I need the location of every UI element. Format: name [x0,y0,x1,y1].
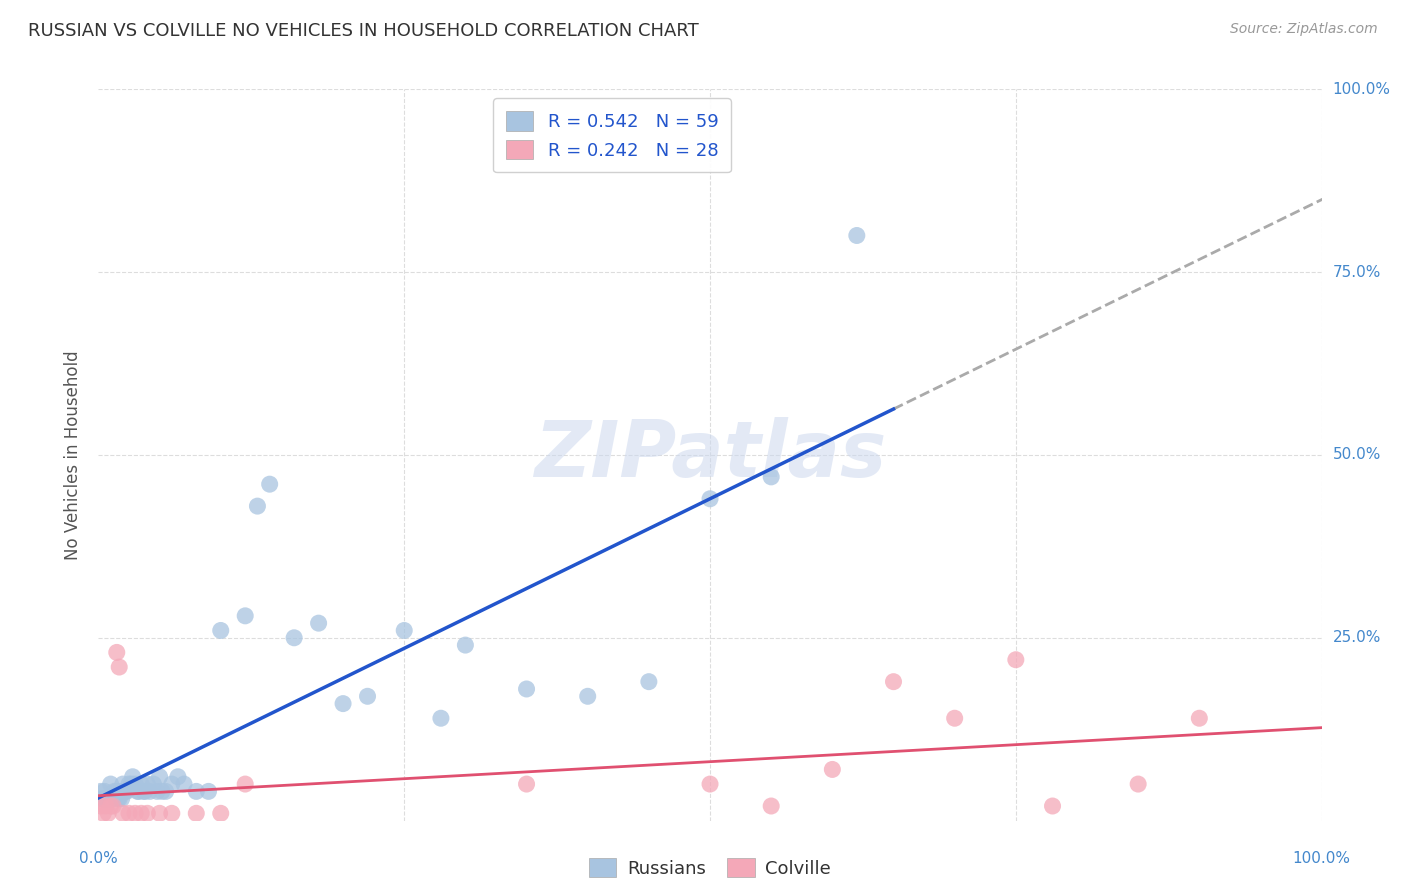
Point [1042,799,1064,814]
Point [93,784,115,798]
Legend: Russians, Colville: Russians, Colville [582,850,838,885]
Point [132,784,155,798]
Point [332,697,354,711]
Point [883,674,905,689]
Point [107,791,129,805]
Point [149,770,172,784]
Point [142,777,165,791]
Point [105,784,128,798]
Point [845,228,868,243]
Point [454,638,477,652]
Point [155,784,177,798]
Y-axis label: No Vehicles in Household: No Vehicles in Household [65,350,83,560]
Text: 100.0%: 100.0% [1292,851,1351,866]
Point [167,770,190,784]
Point [149,806,172,821]
Point [118,777,141,791]
Point [246,499,269,513]
Point [197,784,219,798]
Point [139,784,162,798]
Point [430,711,453,725]
Point [186,806,208,821]
Point [110,784,132,798]
Point [90,799,112,814]
Point [108,660,131,674]
Point [576,690,599,704]
Point [259,477,281,491]
Point [108,791,131,805]
Text: 75.0%: 75.0% [1333,265,1381,279]
Point [134,784,156,798]
Point [392,624,416,638]
Point [100,777,122,791]
Point [127,784,149,798]
Point [209,624,232,638]
Point [118,806,141,821]
Text: ZIPatlas: ZIPatlas [534,417,886,493]
Text: RUSSIAN VS COLVILLE NO VEHICLES IN HOUSEHOLD CORRELATION CHART: RUSSIAN VS COLVILLE NO VEHICLES IN HOUSE… [28,22,699,40]
Point [103,784,125,798]
Point [94,791,117,805]
Point [96,791,118,805]
Text: 50.0%: 50.0% [1333,448,1381,462]
Point [160,777,183,791]
Point [101,791,124,805]
Point [1188,711,1211,725]
Point [101,799,124,814]
Text: 25.0%: 25.0% [1333,631,1381,645]
Point [515,681,537,696]
Point [129,777,152,791]
Point [100,799,122,814]
Point [699,777,721,791]
Point [699,491,721,506]
Point [120,777,142,791]
Point [515,777,537,791]
Point [91,791,114,805]
Text: 0.0%: 0.0% [79,851,118,866]
Point [121,770,143,784]
Point [98,791,121,805]
Point [136,806,159,821]
Point [124,806,146,821]
Point [111,806,134,821]
Point [150,784,173,798]
Point [209,806,232,821]
Point [821,763,844,777]
Text: Source: ZipAtlas.com: Source: ZipAtlas.com [1230,22,1378,37]
Point [637,674,661,689]
Point [186,784,208,798]
Point [128,784,150,798]
Point [97,791,120,805]
Point [112,784,135,798]
Point [233,777,256,791]
Point [114,784,136,798]
Point [173,777,195,791]
Point [97,806,120,821]
Point [761,470,783,484]
Point [136,777,159,791]
Point [90,784,112,798]
Point [160,806,183,821]
Point [91,806,114,821]
Point [146,784,169,798]
Point [115,784,138,798]
Point [943,711,966,725]
Point [129,806,152,821]
Point [308,616,330,631]
Point [761,799,783,814]
Point [124,777,146,791]
Point [101,791,124,805]
Point [91,791,114,805]
Point [111,777,134,791]
Point [1128,777,1150,791]
Point [233,608,256,623]
Point [111,791,134,805]
Point [94,799,117,814]
Text: 100.0%: 100.0% [1333,82,1391,96]
Point [356,690,378,704]
Point [283,631,305,645]
Point [105,645,128,659]
Point [1004,653,1026,667]
